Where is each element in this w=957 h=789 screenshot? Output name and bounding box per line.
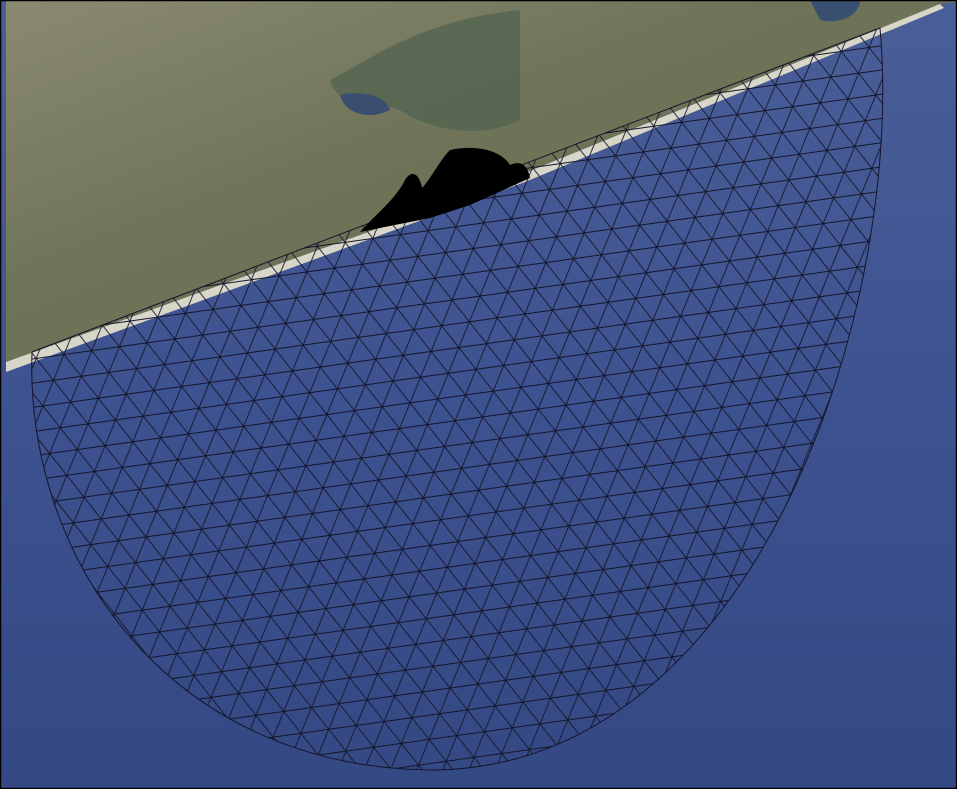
mesh-boundary <box>31 27 884 771</box>
refined-mesh-region <box>360 147 530 232</box>
lake <box>810 0 860 22</box>
bay <box>340 93 390 115</box>
